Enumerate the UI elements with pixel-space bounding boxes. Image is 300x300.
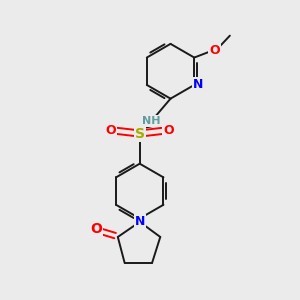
Text: S: S [135,127,145,141]
Text: N: N [134,215,145,228]
Text: O: O [209,44,220,57]
Text: NH: NH [142,116,160,126]
Text: O: O [90,222,102,236]
Text: O: O [163,124,174,137]
Text: O: O [106,124,116,137]
Text: N: N [193,78,204,92]
